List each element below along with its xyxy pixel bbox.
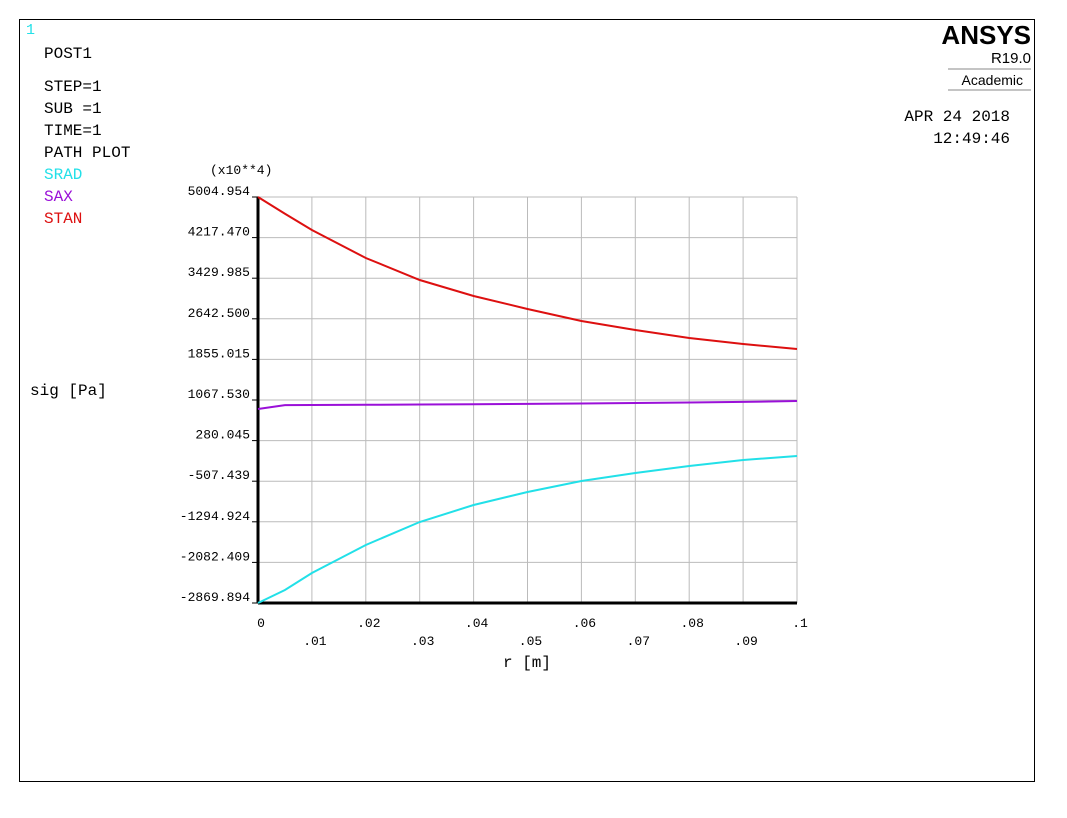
y-tick-label: 4217.470 xyxy=(188,225,250,240)
logo: ANSYS xyxy=(941,20,1031,50)
window-number: 1 xyxy=(26,22,35,39)
y-multiplier: (x10**4) xyxy=(210,163,272,178)
x-tick-label: .03 xyxy=(411,634,434,649)
x-tick-label: 0 xyxy=(257,616,265,631)
info: TIME=1 xyxy=(44,122,102,140)
info: STEP=1 xyxy=(44,78,102,96)
x-tick-label: .05 xyxy=(519,634,542,649)
time: 12:49:46 xyxy=(933,130,1010,148)
x-tick-label: .07 xyxy=(627,634,650,649)
y-tick-label: -507.439 xyxy=(188,468,250,483)
x-tick-label: .02 xyxy=(357,616,380,631)
legend-entry: SRAD xyxy=(44,166,82,184)
series-line xyxy=(257,455,798,604)
info: SUB =1 xyxy=(44,100,102,118)
legend-entry: SAX xyxy=(44,188,73,206)
info: PATH PLOT xyxy=(44,144,130,162)
x-tick-label: .1 xyxy=(792,616,808,631)
x-tick-label: .06 xyxy=(573,616,596,631)
x-tick-label: .09 xyxy=(734,634,757,649)
y-tick-label: 5004.954 xyxy=(188,184,251,199)
x-axis-label: r [m] xyxy=(503,654,551,672)
license: Academic xyxy=(962,72,1023,88)
y-tick-label: 2642.500 xyxy=(188,306,250,321)
y-tick-label: 280.045 xyxy=(195,428,250,443)
x-tick-label: .08 xyxy=(680,616,703,631)
release: R19.0 xyxy=(991,50,1031,67)
series-line xyxy=(257,196,798,350)
legend-entry: STAN xyxy=(44,210,82,228)
x-tick-label: .01 xyxy=(303,634,327,649)
y-tick-label: 1855.015 xyxy=(188,346,250,361)
date: APR 24 2018 xyxy=(904,108,1010,126)
y-tick-label: -2869.894 xyxy=(180,590,250,605)
y-tick-label: -1294.924 xyxy=(180,509,250,524)
x-tick-label: .04 xyxy=(465,616,489,631)
series-line xyxy=(257,400,798,411)
y-tick-label: -2082.409 xyxy=(180,549,250,564)
y-tick-label: 3429.985 xyxy=(188,265,250,280)
y-tick-label: 1067.530 xyxy=(188,387,250,402)
info: POST1 xyxy=(44,45,92,63)
y-axis-label: sig [Pa] xyxy=(30,382,107,400)
